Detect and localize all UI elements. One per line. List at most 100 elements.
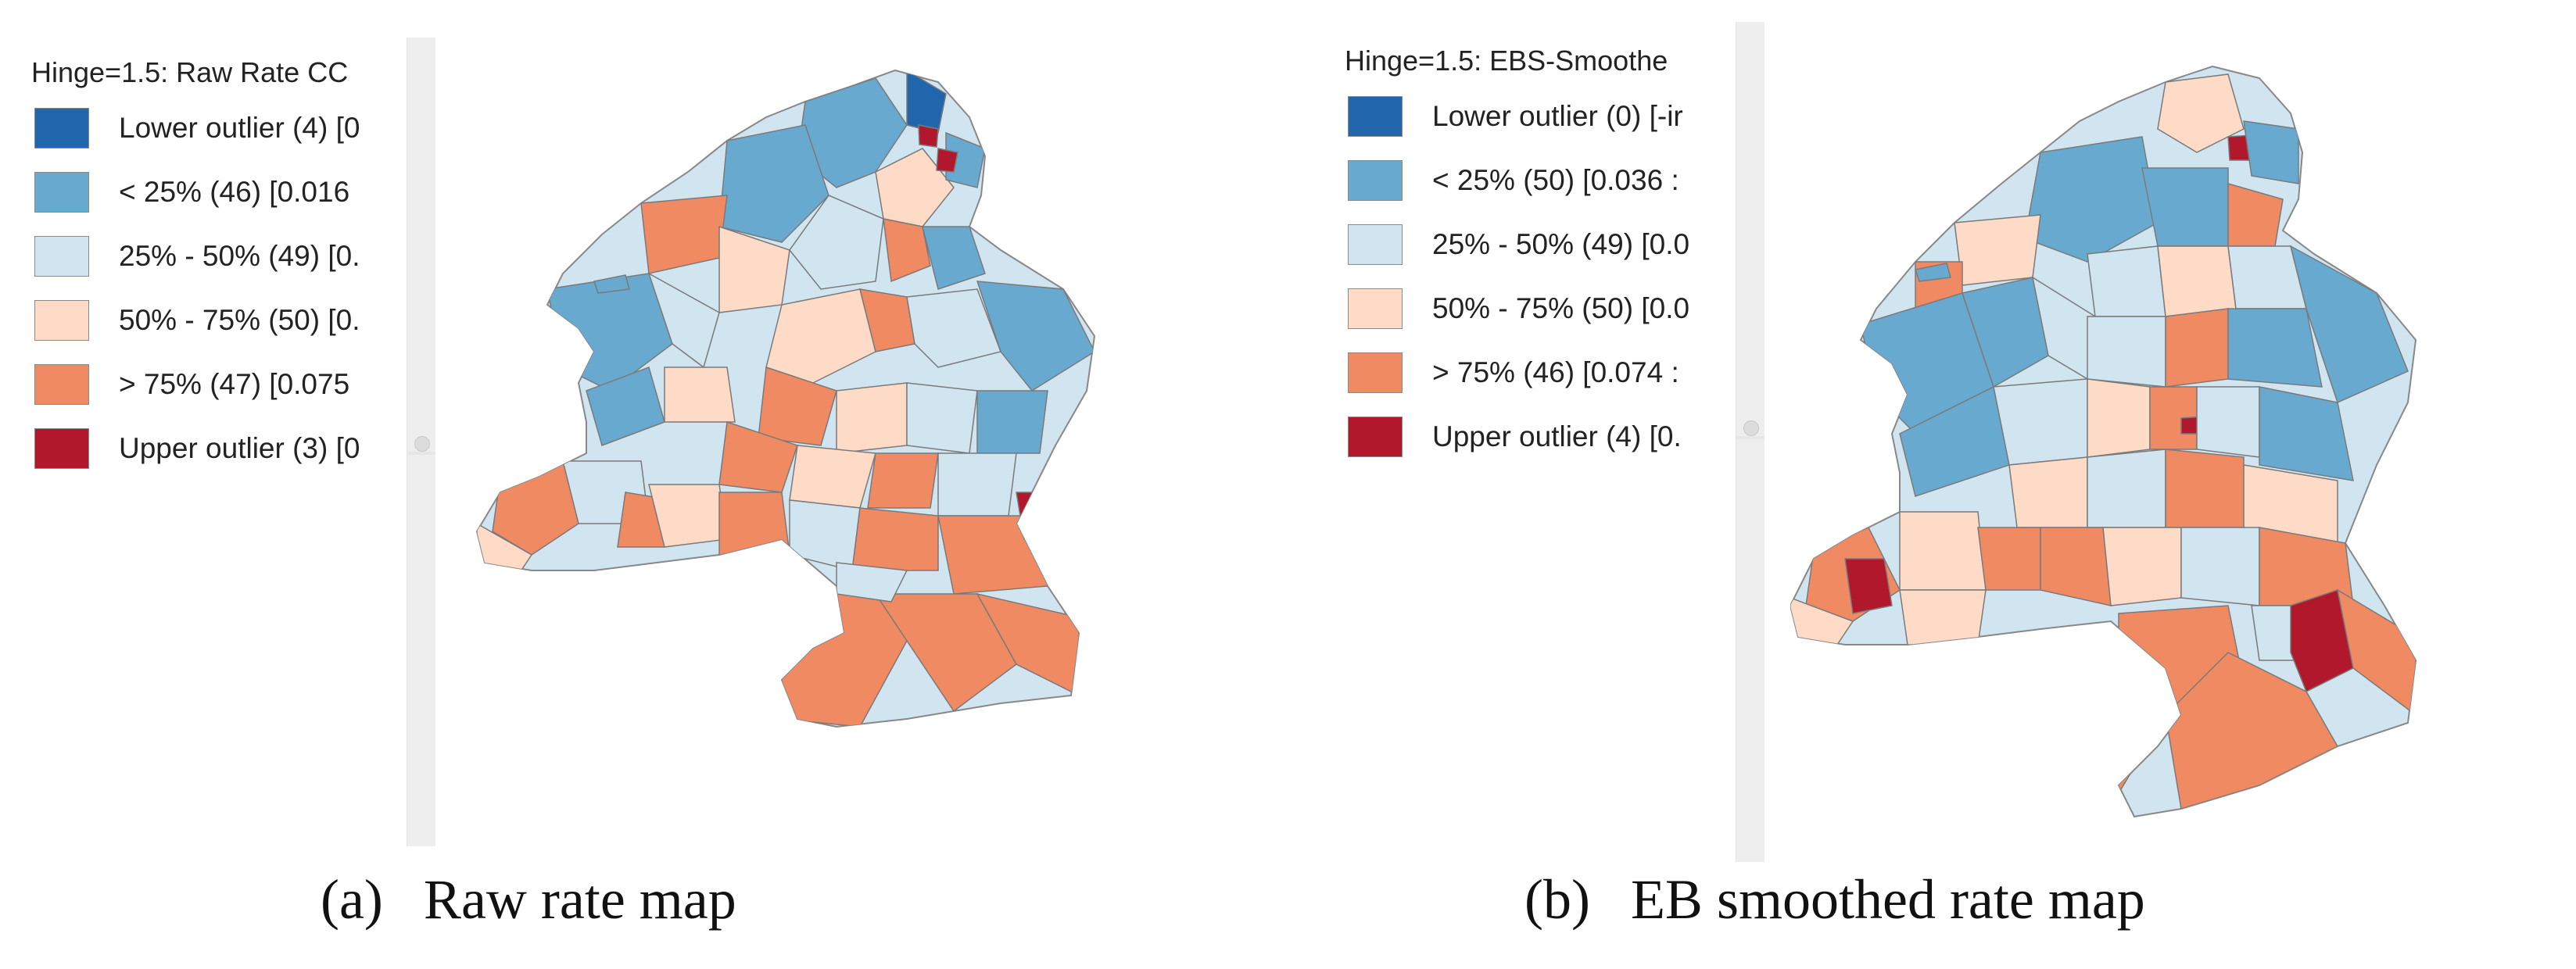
municipality [906, 382, 978, 454]
municipality [976, 390, 1048, 454]
eb-smoothed-map-panel: Hinge=1.5: EBS-Smoothe Lower outlier (0)… [1329, 0, 2576, 969]
municipality [2087, 245, 2166, 317]
municipality [2289, 245, 2409, 404]
municipality [2165, 449, 2245, 528]
legend-item-25-50[interactable]: 25% - 50% (49) [0. [31, 230, 407, 283]
municipality [2336, 588, 2416, 717]
municipality [2102, 527, 2182, 606]
municipality [2157, 73, 2245, 153]
municipality [593, 274, 630, 294]
municipality [976, 281, 1095, 392]
legend-label: 50% - 75% (50) [0.0 [1432, 292, 1690, 324]
municipality [918, 124, 939, 148]
legend-swatch [1348, 417, 1403, 457]
municipality [2180, 527, 2260, 606]
legend-swatch [1348, 224, 1403, 265]
legend-label: < 25% (46) [0.016 [119, 176, 350, 208]
legend-label: Upper outlier (4) [0. [1432, 420, 1682, 452]
legend-swatch [1348, 96, 1403, 137]
municipality [1993, 378, 2088, 466]
legend-title: Hinge=1.5: EBS-Smoothe [1345, 45, 1668, 77]
caption-letter: (b) [1524, 868, 1590, 931]
municipality [2165, 308, 2229, 388]
scrollbar-divider [1736, 436, 1765, 439]
legend-swatch [34, 300, 89, 341]
legend-scrollbar[interactable] [1736, 22, 1765, 862]
municipality [2243, 120, 2299, 184]
municipality [765, 288, 876, 384]
scrollbar-thumb[interactable] [1743, 420, 1759, 436]
legend-label: > 75% (46) [0.074 : [1432, 356, 1679, 388]
legend-item-above-75[interactable]: > 75% (46) [0.074 : [1345, 346, 1751, 399]
legend-label: Lower outlier (4) [0 [119, 112, 360, 144]
municipality [937, 515, 1048, 595]
municipality [2157, 245, 2237, 317]
municipality [2141, 167, 2229, 247]
municipality [875, 148, 955, 227]
scrollbar-divider [407, 452, 435, 455]
legend-label: > 75% (47) [0.075 [119, 368, 350, 400]
legend-item-below-25[interactable]: < 25% (50) [0.036 : [1345, 154, 1751, 207]
municipality [1977, 527, 2041, 591]
legend-item-above-75[interactable]: > 75% (47) [0.075 [31, 358, 407, 411]
municipality [851, 507, 939, 571]
legend-item-lower-outlier[interactable]: Lower outlier (0) [-ir [1345, 90, 1751, 143]
municipality [867, 452, 939, 509]
municipality [2259, 386, 2354, 481]
map-legend: Hinge=1.5: EBS-Smoothe Lower outlier (0)… [1345, 43, 1751, 463]
municipality [1954, 214, 2041, 286]
legend-swatch [34, 428, 89, 469]
caption-text: Raw rate map [423, 868, 736, 931]
municipality [936, 148, 958, 173]
municipality [2227, 308, 2323, 388]
municipality [789, 195, 884, 290]
caption-letter: (a) [321, 868, 383, 931]
municipality [789, 499, 861, 571]
municipality [2196, 386, 2260, 458]
legend-swatch [34, 364, 89, 405]
choropleth-map [1790, 65, 2417, 818]
legend-item-50-75[interactable]: 50% - 75% (50) [0.0 [1345, 282, 1751, 335]
municipality [2087, 378, 2151, 458]
municipality [718, 492, 790, 556]
municipality [2290, 589, 2354, 693]
legend-swatch [34, 172, 89, 213]
municipality [883, 218, 931, 283]
legend-label: 25% - 50% (49) [0.0 [1432, 228, 1690, 260]
municipality [2087, 316, 2166, 388]
legend-swatch [1348, 288, 1403, 329]
municipality [664, 367, 736, 423]
municipality [836, 562, 908, 602]
municipality [906, 288, 1001, 368]
figure-caption: (b) EB smoothed rate map [1524, 867, 2145, 932]
municipality [789, 445, 876, 509]
legend-item-upper-outlier[interactable]: Upper outlier (3) [0 [31, 422, 407, 475]
legend-swatch [1348, 160, 1403, 201]
municipality [922, 226, 986, 290]
legend-swatch [34, 236, 89, 277]
legend-item-upper-outlier[interactable]: Upper outlier (4) [0. [1345, 410, 1751, 463]
municipality [836, 382, 908, 454]
legend-item-50-75[interactable]: 50% - 75% (50) [0. [31, 294, 407, 347]
legend-item-25-50[interactable]: 25% - 50% (49) [0.0 [1345, 218, 1751, 271]
municipality [1899, 511, 1987, 591]
municipality [1915, 263, 1951, 282]
legend-swatch [34, 108, 89, 148]
legend-label: Upper outlier (3) [0 [119, 432, 360, 464]
legend-item-below-25[interactable]: < 25% (46) [0.016 [31, 166, 407, 219]
municipality [2008, 456, 2088, 528]
map-legend: Hinge=1.5: Raw Rate CC Lower outlier (4)… [31, 55, 407, 475]
choropleth-map [475, 69, 1096, 728]
legend-label: Lower outlier (0) [-ir [1432, 100, 1683, 132]
caption-text: EB smoothed rate map [1630, 868, 2145, 931]
municipality [1844, 558, 1893, 614]
legend-scrollbar[interactable] [407, 38, 435, 846]
legend-item-lower-outlier[interactable]: Lower outlier (4) [0 [31, 102, 407, 155]
figure-caption: (a) Raw rate map [321, 867, 736, 932]
municipality [1016, 492, 1064, 540]
municipality [937, 452, 1017, 517]
raw-rate-map-panel: Hinge=1.5: Raw Rate CC Lower outlier (4)… [0, 0, 1259, 969]
municipality [1899, 589, 1987, 645]
municipality [874, 593, 1017, 713]
scrollbar-thumb[interactable] [414, 436, 430, 452]
